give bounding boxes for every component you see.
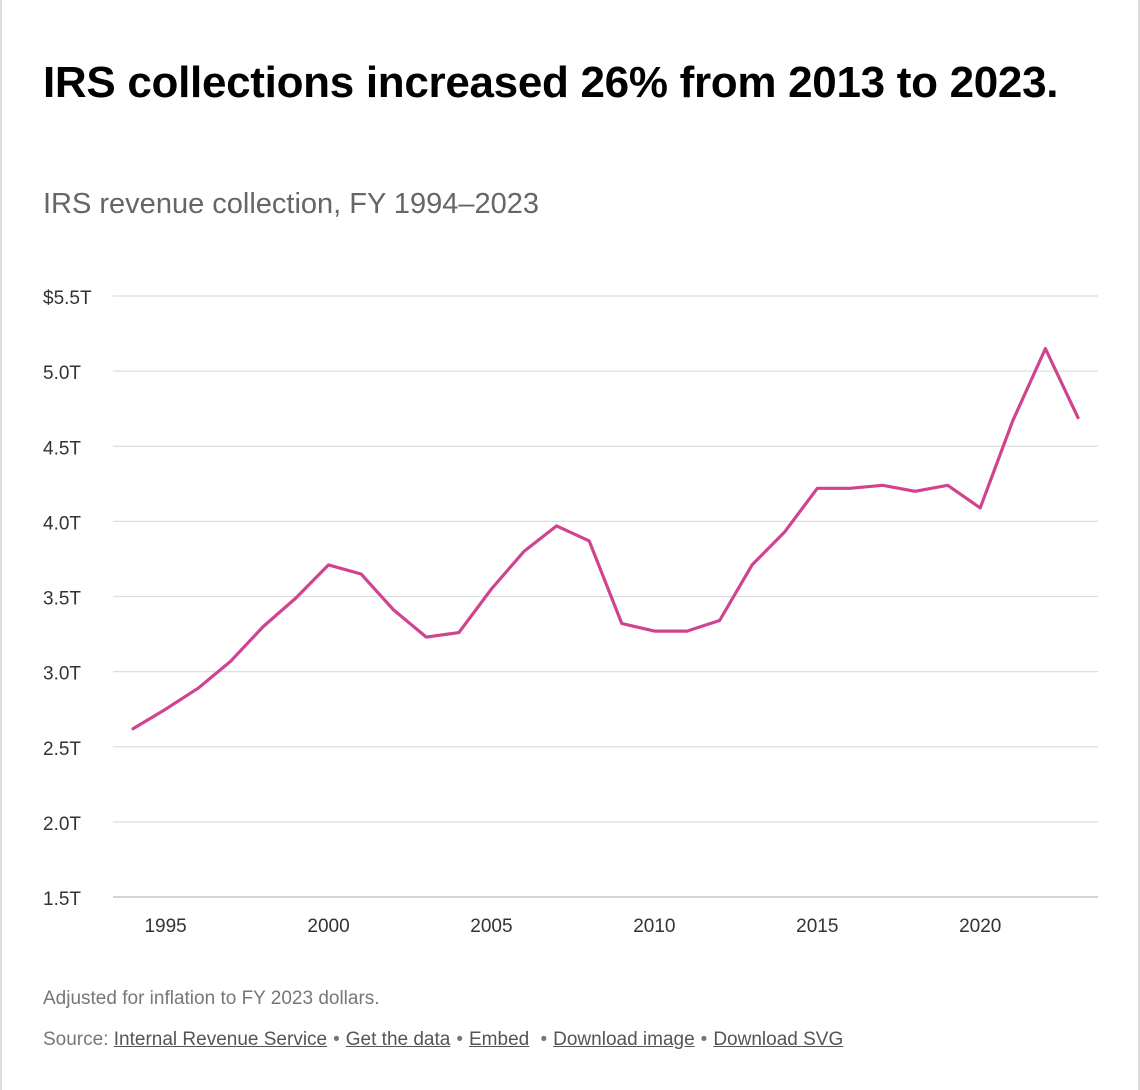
link-embed[interactable]: Embed <box>469 1029 530 1050</box>
line-chart: 1.5T 2.0T 2.5T 3.0T 3.5T 4.0T 4.5T 5.0T $5.5T 199… <box>43 288 1098 937</box>
y-tick-label: 2.5T <box>43 739 81 760</box>
x-tick-label: 2015 <box>796 916 838 937</box>
y-tick-label: 5.0T <box>43 363 81 384</box>
chart-subtitle: IRS revenue collection, FY 1994–2023 <box>43 188 540 220</box>
separator: • <box>700 1029 708 1050</box>
link-get-the-data[interactable]: Get the data <box>345 1029 451 1050</box>
source-line: Source: Internal Revenue Service • Get the… <box>43 1029 843 1051</box>
y-tick-label: 4.5T <box>43 438 81 459</box>
y-tick-label: 3.0T <box>43 664 81 685</box>
x-tick-label: 2020 <box>959 916 1001 937</box>
x-tick-label: 1995 <box>144 916 186 937</box>
separator: • <box>333 1029 340 1050</box>
x-tick-label: 2000 <box>307 916 349 937</box>
link-download-image[interactable]: Download image <box>553 1029 695 1050</box>
y-tick-label: 4.0T <box>43 513 81 534</box>
x-tick-label: 2005 <box>470 916 512 937</box>
series-line <box>131 347 1080 731</box>
x-tick-label: 2010 <box>633 916 675 937</box>
frame-border-left <box>0 0 2 1090</box>
y-tick-label: 2.0T <box>43 814 81 835</box>
link-download-svg[interactable]: Download SVG <box>713 1029 844 1050</box>
separator: • <box>456 1029 463 1050</box>
separator: • <box>540 1029 548 1050</box>
link-internal-revenue-service[interactable]: Internal Revenue Service <box>113 1029 328 1050</box>
chart-title: IRS collections increased 26% from 2013 … <box>43 58 1059 107</box>
y-tick-label: 3.5T <box>43 589 81 610</box>
frame-border-right <box>1138 0 1140 1090</box>
source-label: Source: <box>43 1029 109 1050</box>
y-tick-label: 1.5T <box>43 889 81 910</box>
y-tick-label: $5.5T <box>43 288 92 309</box>
footnote: Adjusted for inflation to FY 2023 dollar… <box>43 988 380 1009</box>
